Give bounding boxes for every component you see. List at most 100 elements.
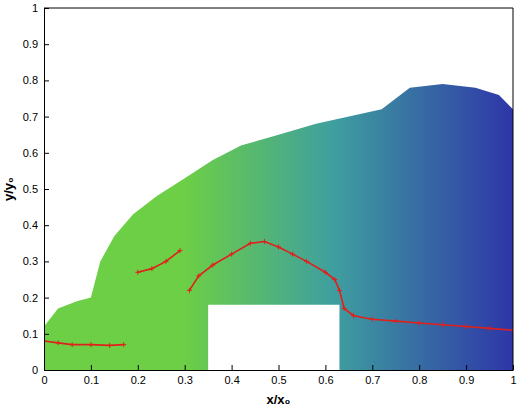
plot: 00.10.20.30.40.50.60.70.80.9100.10.20.30… (23, 2, 517, 386)
tick: 0.3 (178, 365, 193, 386)
tick-label: 0.2 (23, 292, 38, 304)
tick-label: 0.8 (23, 74, 38, 86)
tick: 0.5 (23, 183, 49, 195)
flow-region (44, 84, 513, 370)
marker (342, 306, 347, 311)
tick-mark (44, 117, 49, 118)
marker (121, 342, 126, 347)
marker (107, 343, 112, 348)
tick: 0.3 (23, 255, 49, 267)
tick-mark (44, 80, 49, 81)
tick-label: 0.1 (84, 374, 99, 386)
tick-label: 0.1 (23, 328, 38, 340)
tick-mark (372, 365, 373, 370)
tick-label: 1 (510, 374, 516, 386)
tick-mark (466, 365, 467, 370)
tick-mark (279, 365, 280, 370)
marker (304, 259, 309, 264)
marker (487, 326, 492, 331)
tick: 0.2 (131, 365, 146, 386)
marker (56, 340, 61, 345)
tick: 0.4 (224, 365, 239, 386)
tick-label: 0.7 (23, 111, 38, 123)
tick-label: 0.9 (23, 38, 38, 50)
axis-line (45, 370, 514, 371)
marker (276, 244, 281, 249)
tick-mark (419, 365, 420, 370)
marker (393, 319, 398, 324)
tick-label: 0.5 (23, 183, 38, 195)
marker (149, 266, 154, 271)
marker (262, 239, 267, 244)
tick-label: 0.8 (412, 374, 427, 386)
tick-mark (44, 189, 49, 190)
y-axis: 0 0.1 0.2 0.3 0.4 0.5 0.6 0.7 0.8 0.9 1 (23, 2, 49, 376)
marker (70, 342, 75, 347)
tick-label: 0.6 (23, 147, 38, 159)
marker (440, 322, 445, 327)
tick-label: 0.2 (131, 374, 146, 386)
tick: 0.1 (84, 365, 99, 386)
x-axis-title: x/x₀ (267, 392, 291, 407)
tick-mark (513, 365, 514, 370)
tick-mark (138, 365, 139, 370)
tick-mark (44, 225, 49, 226)
tick: 0.5 (271, 365, 286, 386)
tick: 0.4 (23, 219, 49, 231)
tick-label: 0.6 (318, 374, 333, 386)
tick-label: 0.3 (178, 374, 193, 386)
boundary-line (44, 241, 513, 345)
marker (178, 248, 183, 253)
tick-label: 1 (32, 2, 38, 14)
marker (323, 270, 328, 275)
tick-mark (232, 365, 233, 370)
marker (196, 273, 201, 278)
tick: 0 (32, 364, 49, 376)
marker (135, 270, 140, 275)
marker (210, 263, 215, 268)
tick: 0.9 (23, 38, 49, 50)
tick-label: 0.9 (459, 374, 474, 386)
tick-mark (44, 8, 49, 9)
tick-mark (91, 365, 92, 370)
marker (337, 288, 342, 293)
marker (332, 277, 337, 282)
tick-mark (44, 153, 49, 154)
tick-mark (44, 298, 49, 299)
y-axis-title: y/y₀ (1, 177, 16, 201)
tick-mark (44, 370, 49, 371)
chart: 00.10.20.30.40.50.60.70.80.9100.10.20.30… (0, 0, 525, 412)
tick-label: 0.7 (365, 374, 380, 386)
tick-label: 0 (32, 364, 38, 376)
marker (187, 288, 192, 293)
tick-mark (325, 365, 326, 370)
tick: 0.1 (23, 328, 49, 340)
tick: 1 (510, 365, 516, 386)
tick: 0.7 (365, 365, 380, 386)
marker (370, 317, 375, 322)
marker (351, 313, 356, 318)
tick: 0.6 (23, 147, 49, 159)
tick-mark (44, 261, 49, 262)
tick-label: 0 (41, 374, 47, 386)
tick: 0.8 (23, 74, 49, 86)
tick-label: 0.4 (224, 374, 239, 386)
tick: 0.2 (23, 292, 49, 304)
marker (248, 241, 253, 246)
tick: 0.8 (412, 365, 427, 386)
tick-mark (44, 44, 49, 45)
tick: 0.7 (23, 111, 49, 123)
tick: 0.9 (459, 365, 474, 386)
tick-mark (44, 334, 49, 335)
tick-label: 0.4 (23, 219, 38, 231)
marker (229, 252, 234, 257)
x-axis: 0 0.1 0.2 0.3 0.4 0.5 0.6 0.7 0.8 0.9 1 (41, 365, 516, 386)
marker (163, 259, 168, 264)
tick-label: 0.5 (271, 374, 286, 386)
marker (290, 252, 295, 257)
marker (464, 324, 469, 329)
frame (44, 8, 513, 370)
tick-mark (185, 365, 186, 370)
marker (88, 342, 93, 347)
tick-label: 0.3 (23, 255, 38, 267)
